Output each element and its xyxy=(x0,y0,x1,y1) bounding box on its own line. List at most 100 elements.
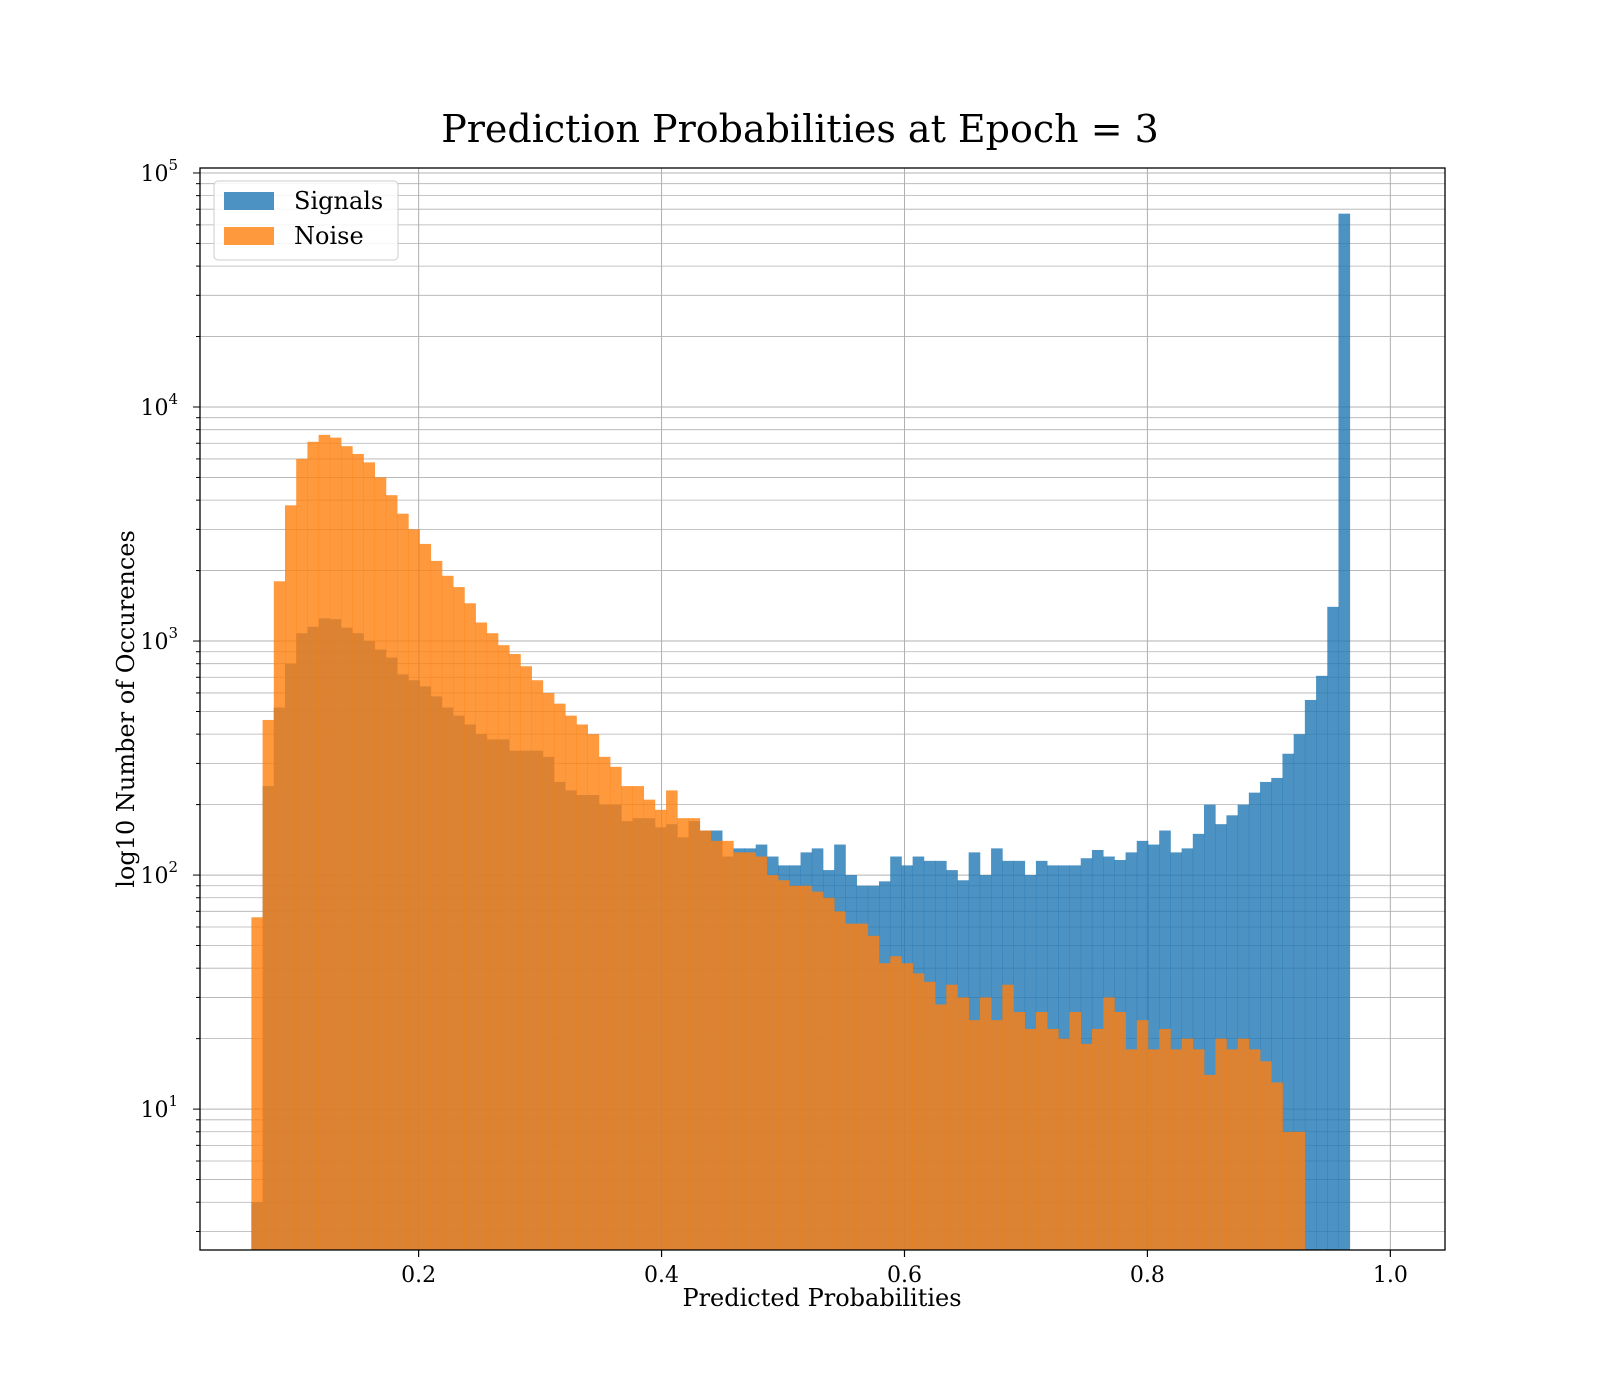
bar-noise xyxy=(901,963,914,1250)
bar-noise xyxy=(766,875,779,1250)
legend-swatch-signals xyxy=(224,192,274,210)
bar-noise xyxy=(957,997,970,1250)
chart-title: Prediction Probabilities at Epoch = 3 xyxy=(441,107,1159,151)
bar-noise xyxy=(856,923,869,1250)
legend-swatch-noise xyxy=(224,227,274,245)
bar-noise xyxy=(363,462,376,1250)
bar-noise xyxy=(1069,1011,1082,1250)
bar-noise xyxy=(1080,1043,1093,1250)
series-noise xyxy=(251,434,1306,1251)
bar-noise xyxy=(845,923,857,1250)
bar-noise xyxy=(273,581,286,1250)
bar-noise xyxy=(643,799,656,1250)
y-axis-label: log10 Number of Occurences xyxy=(112,530,140,888)
bar-noise xyxy=(341,446,353,1250)
bar-noise xyxy=(419,543,432,1250)
bar-noise xyxy=(1103,997,1115,1250)
bar-noise xyxy=(531,680,544,1250)
bar-signals xyxy=(1248,792,1261,1250)
bar-signals xyxy=(1293,734,1306,1250)
y-tick-label: 102 xyxy=(140,858,178,889)
bar-noise xyxy=(968,1020,981,1250)
bar-noise xyxy=(1125,1049,1138,1250)
bar-signals xyxy=(1215,824,1227,1250)
y-tick-label: 103 xyxy=(140,624,178,655)
x-tick-label: 0.2 xyxy=(401,1263,436,1288)
x-axis-label: Predicted Probabilities xyxy=(682,1284,961,1312)
bar-noise xyxy=(553,703,566,1250)
bar-noise xyxy=(385,495,398,1250)
bar-noise xyxy=(1248,1049,1261,1250)
bar-noise xyxy=(542,692,555,1250)
bar-noise xyxy=(1035,1011,1048,1250)
bar-noise xyxy=(1282,1131,1295,1250)
bar-noise xyxy=(1058,1038,1070,1250)
bar-noise xyxy=(1181,1038,1194,1250)
bar-noise xyxy=(587,734,600,1250)
bar-noise xyxy=(374,477,387,1251)
bar-noise xyxy=(1271,1082,1283,1250)
bar-noise xyxy=(890,956,902,1250)
bar-signals xyxy=(1226,815,1239,1250)
bar-noise xyxy=(497,645,510,1250)
bar-noise xyxy=(318,434,331,1250)
bar-signals xyxy=(1338,213,1351,1250)
bar-noise xyxy=(598,756,611,1250)
bar-noise xyxy=(352,453,364,1250)
bar-noise xyxy=(755,856,768,1250)
bar-noise xyxy=(441,575,454,1250)
x-axis-ticks: 0.2 0.4 0.6 0.8 1.0 xyxy=(401,1250,1408,1288)
bar-noise xyxy=(789,885,801,1250)
bar-noise xyxy=(1002,984,1014,1250)
bar-noise xyxy=(464,603,476,1250)
y-tick-label: 101 xyxy=(140,1092,178,1123)
y-tick-label: 104 xyxy=(140,390,178,421)
bar-noise xyxy=(1293,1131,1306,1250)
bar-noise xyxy=(1047,1028,1059,1250)
bar-signals xyxy=(1147,844,1160,1250)
bar-noise xyxy=(1136,1020,1149,1250)
bar-noise xyxy=(912,973,925,1250)
bar-noise xyxy=(408,529,420,1250)
plot-area xyxy=(199,167,1446,1251)
legend-label-noise: Noise xyxy=(294,222,364,250)
bar-noise xyxy=(296,458,308,1250)
bar-noise xyxy=(430,560,443,1250)
bar-noise xyxy=(565,715,577,1250)
legend-label-signals: Signals xyxy=(294,187,383,215)
bar-noise xyxy=(666,790,678,1250)
bar-noise xyxy=(991,1020,1003,1250)
x-tick-label: 0.4 xyxy=(644,1263,679,1288)
bar-signals xyxy=(1260,781,1272,1250)
bar-noise xyxy=(979,997,992,1250)
bar-noise xyxy=(509,654,521,1250)
bar-noise xyxy=(1024,1028,1037,1250)
bar-signals xyxy=(1282,753,1295,1250)
bar-signals xyxy=(1316,675,1328,1250)
bar-signals xyxy=(1327,606,1339,1250)
axes-frame xyxy=(199,167,1446,1251)
bar-noise xyxy=(1013,1011,1026,1250)
bar-noise xyxy=(744,852,757,1250)
bar-noise xyxy=(1260,1061,1272,1250)
bar-noise xyxy=(621,786,633,1250)
bar-noise xyxy=(251,917,263,1250)
bar-noise xyxy=(520,666,532,1250)
bar-noise xyxy=(822,897,835,1250)
bar-noise xyxy=(307,441,320,1250)
legend: Signals Noise xyxy=(213,180,399,261)
bar-noise xyxy=(935,1004,947,1250)
bar-noise xyxy=(1091,1028,1104,1250)
x-tick-label: 0.8 xyxy=(1130,1263,1165,1288)
bar-noise xyxy=(1226,1049,1239,1250)
bar-noise xyxy=(946,984,958,1250)
bar-noise xyxy=(1147,1049,1160,1250)
bar-noise xyxy=(1215,1038,1227,1250)
y-tick-label: 105 xyxy=(140,156,178,187)
bar-noise xyxy=(710,840,723,1250)
bar-noise xyxy=(262,719,275,1250)
bar-noise xyxy=(1204,1074,1216,1250)
bar-signals xyxy=(1304,699,1317,1250)
bar-noise xyxy=(610,766,622,1250)
bar-noise xyxy=(778,880,790,1250)
